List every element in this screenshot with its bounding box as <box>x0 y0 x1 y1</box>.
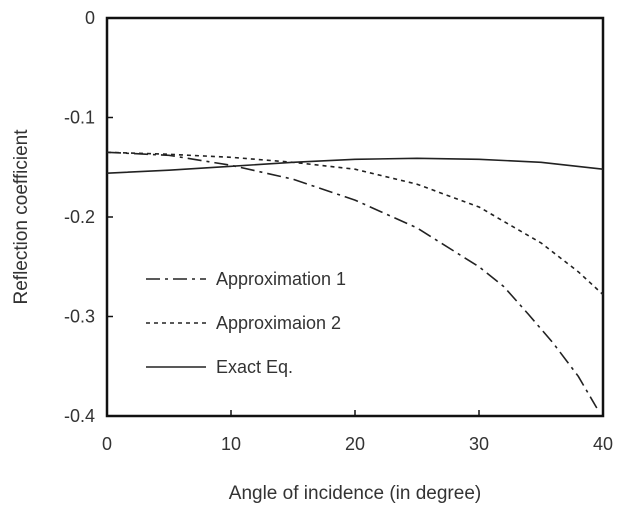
x-axis-title: Angle of incidence (in degree) <box>229 483 481 504</box>
x-ticks: 0 10 20 30 40 <box>102 410 613 454</box>
y-tick-label: -0.3 <box>64 307 95 327</box>
y-axis-title: Reflection coefficient <box>11 129 32 305</box>
legend-label-2: Approximaion 2 <box>216 313 341 333</box>
y-tick-label: -0.1 <box>64 108 95 128</box>
x-tick-label: 0 <box>102 434 112 454</box>
x-tick-label: 10 <box>221 434 241 454</box>
plot-frame <box>105 16 605 418</box>
y-tick-label: 0 <box>85 8 95 28</box>
x-tick-label: 40 <box>593 434 613 454</box>
x-tick-label: 30 <box>469 434 489 454</box>
x-tick-label: 20 <box>345 434 365 454</box>
series-line-1 <box>106 151 598 409</box>
series-layer <box>106 151 604 409</box>
series-line-3 <box>106 157 604 174</box>
legend: Approximation 1 Approximaion 2 Exact Eq. <box>146 269 346 377</box>
y-tick-label: -0.2 <box>64 207 95 227</box>
y-tick-label: -0.4 <box>64 406 95 426</box>
legend-label-3: Exact Eq. <box>216 357 293 377</box>
y-ticks: 0 -0.1 -0.2 -0.3 -0.4 <box>64 8 113 426</box>
series-line-2 <box>106 151 604 296</box>
legend-label-1: Approximation 1 <box>216 269 346 289</box>
